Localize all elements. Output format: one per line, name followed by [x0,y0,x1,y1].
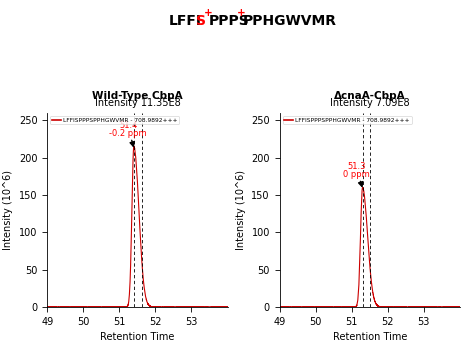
Text: +: + [237,8,246,18]
Text: +: + [203,8,212,18]
Text: Wild-Type CbpA: Wild-Type CbpA [92,91,183,101]
Text: Intensity 11.35E8: Intensity 11.35E8 [95,98,180,108]
Text: ΔcnaA-CbpA: ΔcnaA-CbpA [334,91,406,101]
Text: PPPS: PPPS [209,13,250,28]
Text: 51.3: 51.3 [347,162,366,171]
Text: 51.4: 51.4 [119,121,137,130]
Text: LFFI: LFFI [168,13,201,28]
Legend: LFFISPPPSPPHGWVMR - 708.9892+++: LFFISPPPSPPHGWVMR - 708.9892+++ [283,116,411,125]
Text: 0 ppm: 0 ppm [343,170,370,179]
Text: PPHGWVMR: PPHGWVMR [243,13,337,28]
X-axis label: Retention Time: Retention Time [333,333,407,342]
Legend: LFFISPPPSPPHGWVMR - 708.9892+++: LFFISPPPSPPHGWVMR - 708.9892+++ [50,116,179,125]
X-axis label: Retention Time: Retention Time [100,333,174,342]
Y-axis label: Intensity (10^6): Intensity (10^6) [236,170,246,250]
Y-axis label: Intensity (10^6): Intensity (10^6) [3,170,13,250]
Text: -0.2 ppm: -0.2 ppm [109,128,147,138]
Text: S: S [196,13,206,28]
Text: Intensity 7.09E8: Intensity 7.09E8 [330,98,410,108]
